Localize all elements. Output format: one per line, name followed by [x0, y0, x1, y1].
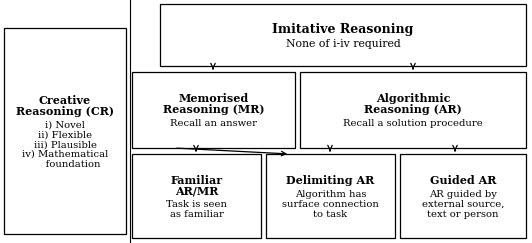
Text: Reasoning (AR): Reasoning (AR) [364, 104, 462, 115]
Text: Algorithm has: Algorithm has [295, 190, 366, 199]
Bar [132, 72, 295, 148]
Text: text or person: text or person [427, 209, 499, 218]
Text: foundation: foundation [30, 160, 100, 169]
Bar [266, 154, 395, 238]
Bar [300, 72, 526, 148]
Text: Reasoning (MR): Reasoning (MR) [163, 104, 264, 115]
Bar [132, 154, 261, 238]
Text: iii) Plausible: iii) Plausible [34, 140, 96, 149]
Text: Familiar: Familiar [170, 174, 222, 186]
Text: AR guided by: AR guided by [429, 190, 497, 199]
Text: Reasoning (CR): Reasoning (CR) [16, 106, 114, 117]
Text: Task is seen: Task is seen [166, 200, 227, 209]
Text: as familiar: as familiar [170, 210, 223, 219]
Text: Guided AR: Guided AR [430, 175, 496, 186]
Text: Algorithmic: Algorithmic [376, 94, 450, 104]
Bar [4, 28, 126, 234]
Text: Imitative Reasoning: Imitative Reasoning [272, 23, 414, 36]
Text: Recall a solution procedure: Recall a solution procedure [343, 119, 483, 128]
Text: i) Novel: i) Novel [45, 121, 85, 130]
Text: None of i-iv required: None of i-iv required [286, 39, 401, 49]
Text: to task: to task [313, 209, 347, 218]
Text: Delimiting AR: Delimiting AR [286, 175, 375, 186]
Text: ii) Flexible: ii) Flexible [38, 130, 92, 139]
Text: external source,: external source, [422, 200, 504, 209]
Bar [160, 4, 526, 66]
Text: Memorised: Memorised [178, 94, 248, 104]
Text: Recall an answer: Recall an answer [170, 119, 257, 128]
Text: AR/MR: AR/MR [175, 185, 218, 196]
Text: Creative: Creative [39, 95, 91, 106]
Text: surface connection: surface connection [282, 200, 379, 209]
Bar [400, 154, 526, 238]
Text: iv) Mathematical: iv) Mathematical [22, 150, 108, 159]
